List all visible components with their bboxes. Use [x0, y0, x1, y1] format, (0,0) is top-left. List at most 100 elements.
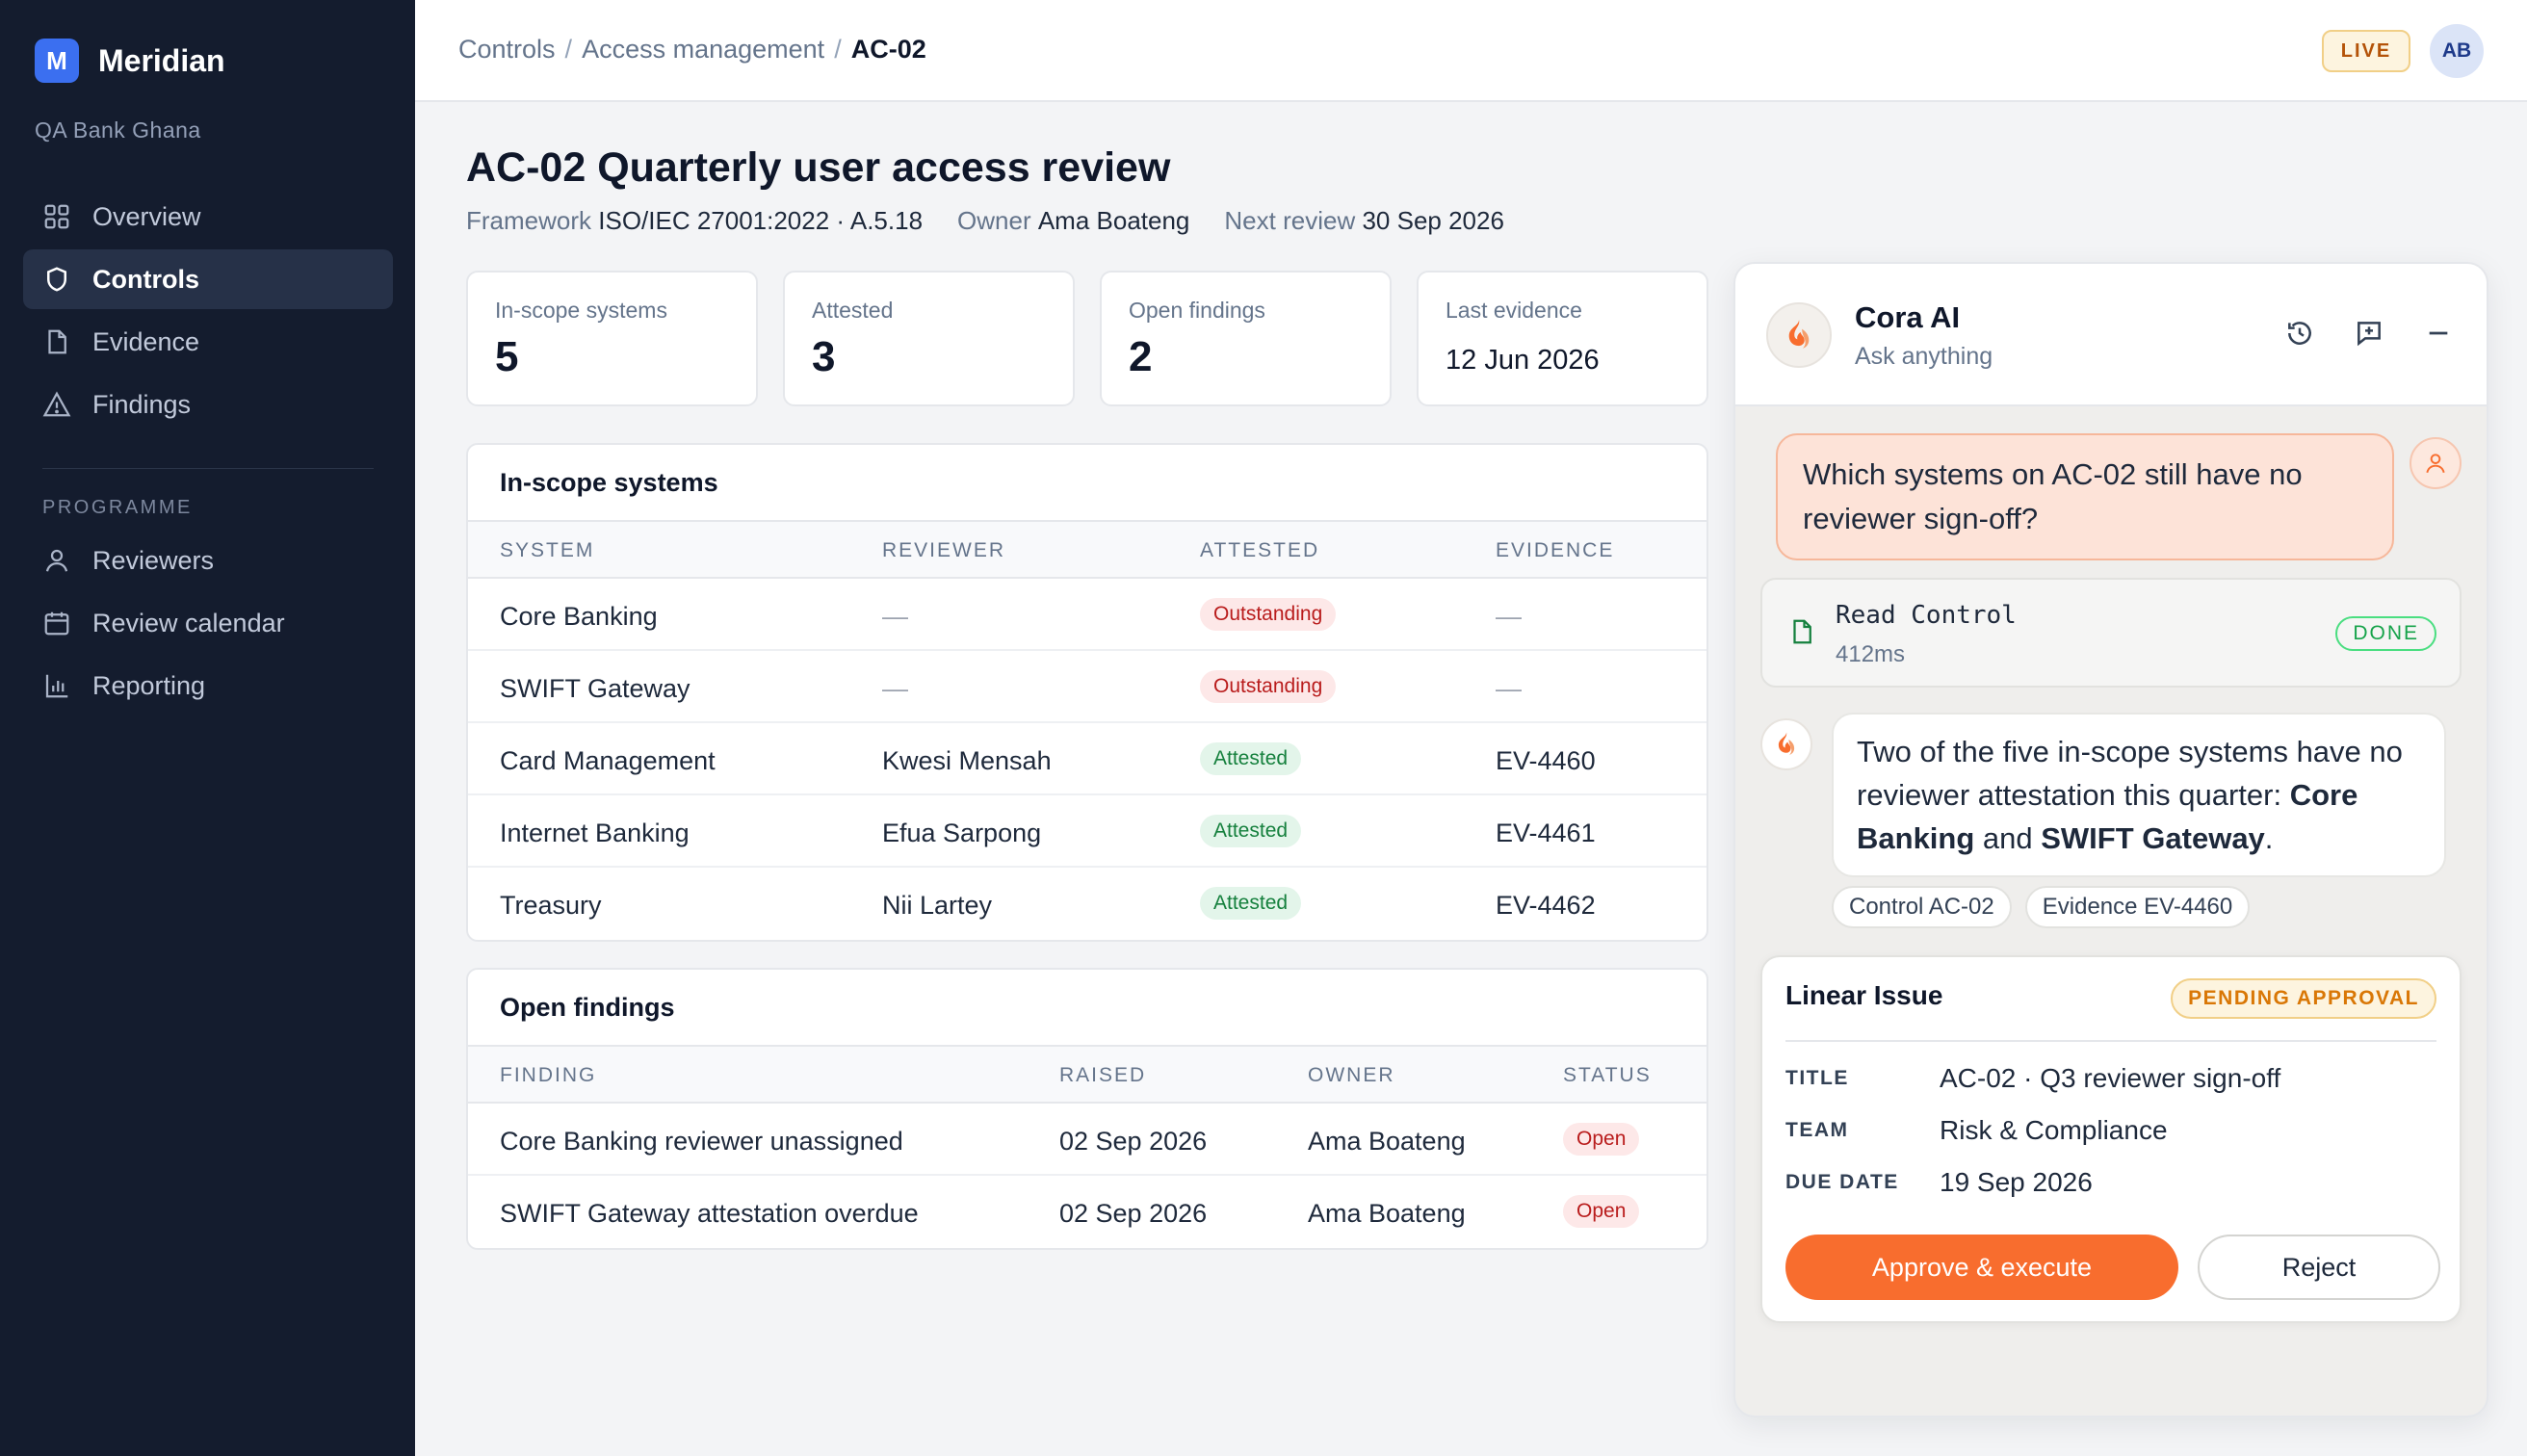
status-badge: Attested	[1200, 815, 1302, 847]
cell-reviewer: —	[882, 602, 908, 631]
pending-badge: PENDING APPROVAL	[2171, 978, 2436, 1019]
findings-table: Open findings FINDING RAISED OWNER STATU…	[466, 968, 1708, 1250]
panel-title: In-scope systems	[468, 445, 1706, 522]
reject-button[interactable]: Reject	[2198, 1235, 2440, 1300]
assistant-name: Cora AI	[1855, 300, 1961, 334]
assistant-subtitle: Ask anything	[1855, 343, 1993, 370]
tool-status-badge: DONE	[2335, 616, 2436, 651]
org-name: QA Bank Ghana	[35, 117, 201, 143]
cell-evidence[interactable]: EV-4462	[1496, 891, 1596, 920]
cell-raised: 02 Sep 2026	[1059, 1199, 1208, 1228]
cell-system: Card Management	[500, 746, 716, 775]
status-badge: Open	[1563, 1195, 1640, 1228]
cell-evidence: —	[1496, 674, 1522, 703]
breadcrumb-separator: /	[564, 35, 573, 64]
breadcrumb-access-management[interactable]: Access management	[582, 35, 825, 64]
cell-evidence: —	[1496, 602, 1522, 631]
tool-call-card[interactable]: Read Control 412ms DONE	[1760, 578, 2462, 688]
file-icon	[1787, 614, 1816, 654]
file-icon	[48, 329, 66, 354]
stat-value: 12 Jun 2026	[1446, 345, 1600, 376]
panel-title: Open findings	[468, 970, 1706, 1047]
meta-owner-value: Ama Boateng	[1037, 206, 1190, 235]
sidebar: M Meridian QA Bank Ghana Overview Contro…	[0, 0, 415, 1456]
sidebar-item-label: Reviewers	[92, 545, 215, 575]
table-header: SYSTEM REVIEWER ATTESTED EVIDENCE	[468, 522, 1706, 579]
meta-next-review-value: 30 Sep 2026	[1362, 206, 1504, 235]
brand-logo: M	[35, 39, 79, 83]
new-chat-icon[interactable]	[2354, 318, 2384, 349]
meta-next-review: Next review 30 Sep 2026	[1224, 206, 1504, 236]
table-row[interactable]: Treasury Nii Lartey Attested EV-4462	[468, 868, 1706, 940]
field-key: TITLE	[1785, 1067, 1849, 1089]
minimize-icon[interactable]	[2423, 318, 2454, 349]
sidebar-item-label: Evidence	[92, 326, 200, 356]
assistant-panel: Cora AI Ask anything Which systems on AC…	[1733, 262, 2488, 1417]
systems-table: In-scope systems SYSTEM REVIEWER ATTESTE…	[466, 443, 1708, 942]
grid-icon	[44, 204, 69, 229]
sidebar-item-controls[interactable]: Controls	[23, 249, 393, 309]
history-icon[interactable]	[2284, 318, 2315, 349]
table-row[interactable]: SWIFT Gateway attestation overdue 02 Sep…	[468, 1176, 1706, 1248]
cell-owner: Ama Boateng	[1308, 1127, 1466, 1156]
column-header: EVIDENCE	[1496, 539, 1615, 561]
cell-reviewer: —	[882, 674, 908, 703]
cell-reviewer: Nii Lartey	[882, 891, 993, 920]
user-message: Which systems on AC-02 still have no rev…	[1776, 433, 2394, 560]
sidebar-item-findings[interactable]: Findings	[23, 375, 393, 434]
citation-chip[interactable]: Control AC-02	[1832, 886, 2012, 928]
sidebar-item-review-calendar[interactable]: Review calendar	[23, 593, 393, 653]
breadcrumb-controls[interactable]: Controls	[458, 35, 556, 64]
status-badge: Attested	[1200, 742, 1302, 775]
cell-evidence[interactable]: EV-4460	[1496, 746, 1596, 775]
table-row[interactable]: Internet Banking Efua Sarpong Attested E…	[468, 795, 1706, 868]
cell-finding: SWIFT Gateway attestation overdue	[500, 1199, 919, 1228]
stat-card-attested: Attested 3	[783, 271, 1075, 406]
cell-evidence[interactable]: EV-4461	[1496, 819, 1596, 847]
table-row[interactable]: Core Banking reviewer unassigned 02 Sep …	[468, 1104, 1706, 1176]
column-header: OWNER	[1308, 1064, 1395, 1086]
sidebar-item-label: Reporting	[92, 670, 206, 700]
bar-chart-icon	[45, 674, 68, 698]
nav-section-label: PROGRAMME	[42, 497, 193, 518]
table-row[interactable]: Core Banking — Outstanding —	[468, 579, 1706, 651]
reply-text: .	[2264, 821, 2274, 855]
programme-nav: Reviewers Review calendar Reporting	[23, 531, 393, 718]
citation-chips: Control AC-02 Evidence EV-4460	[1832, 886, 2251, 928]
cell-finding: Core Banking reviewer unassigned	[500, 1127, 903, 1156]
cell-system: SWIFT Gateway	[500, 674, 690, 703]
approval-title: Linear Issue	[1785, 980, 1943, 1010]
sidebar-item-overview[interactable]: Overview	[23, 187, 393, 247]
table-row[interactable]: SWIFT Gateway — Outstanding —	[468, 651, 1706, 723]
sidebar-item-label: Review calendar	[92, 608, 285, 637]
live-badge: LIVE	[2322, 30, 2410, 72]
table-row[interactable]: Card Management Kwesi Mensah Attested EV…	[468, 723, 1706, 795]
stat-card-last-evidence: Last evidence 12 Jun 2026	[1417, 271, 1708, 406]
cell-owner: Ama Boateng	[1308, 1199, 1466, 1228]
user-avatar[interactable]: AB	[2430, 24, 2484, 78]
sidebar-item-label: Overview	[92, 201, 201, 231]
column-header: ATTESTED	[1200, 539, 1320, 561]
cell-reviewer: Efua Sarpong	[882, 819, 1042, 847]
user-avatar-icon	[2410, 437, 2462, 489]
sidebar-item-reporting[interactable]: Reporting	[23, 656, 393, 715]
column-header: FINDING	[500, 1064, 597, 1086]
status-badge: Outstanding	[1200, 598, 1337, 631]
meta-next-review-label: Next review	[1224, 206, 1356, 235]
reply-text: Two of the five in-scope systems have no…	[1857, 735, 2403, 812]
sidebar-item-evidence[interactable]: Evidence	[23, 312, 393, 372]
cell-system: Core Banking	[500, 602, 658, 631]
assistant-actions	[2284, 318, 2454, 349]
page-title: AC-02 Quarterly user access review	[466, 144, 1171, 191]
approve-button[interactable]: Approve & execute	[1785, 1235, 2178, 1300]
breadcrumb: Controls / Access management / AC-02	[458, 35, 926, 65]
reply-text: and	[1974, 821, 2042, 855]
sidebar-item-reviewers[interactable]: Reviewers	[23, 531, 393, 590]
brand[interactable]: M Meridian	[35, 39, 225, 83]
top-bar: Controls / Access management / AC-02 LIV…	[415, 0, 2527, 102]
citation-chip[interactable]: Evidence EV-4460	[2024, 886, 2251, 928]
tool-duration: 412ms	[1836, 641, 1906, 667]
cell-reviewer: Kwesi Mensah	[882, 746, 1052, 775]
reply-highlight: Core Banking	[1857, 778, 2358, 855]
meta-owner: Owner Ama Boateng	[957, 206, 1189, 236]
